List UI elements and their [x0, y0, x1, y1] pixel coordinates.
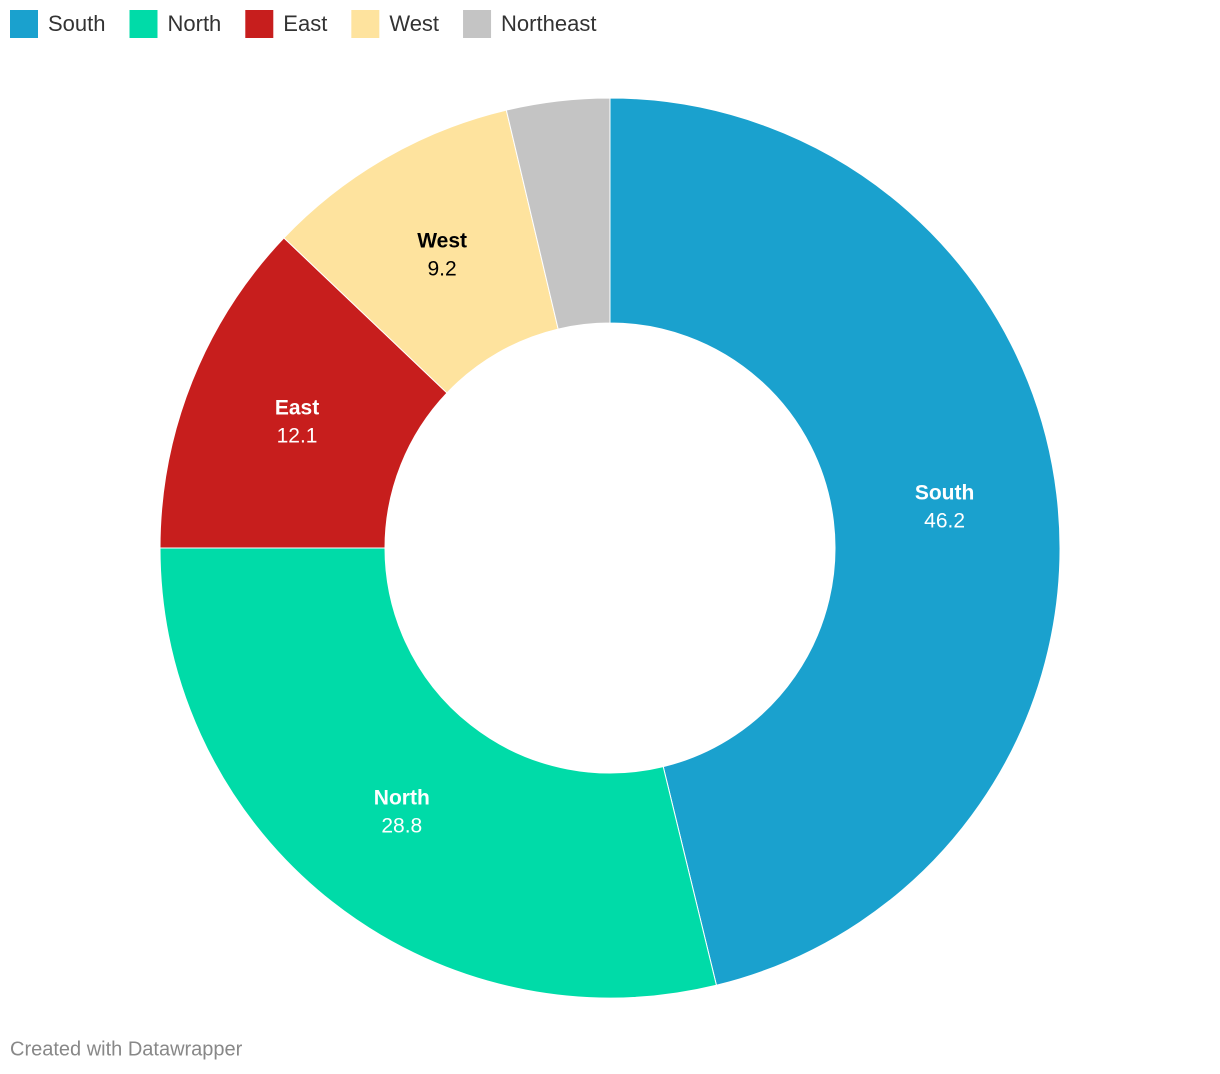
legend-swatch: [129, 10, 158, 38]
legend-label: South: [48, 11, 106, 36]
slice-name: North: [374, 787, 430, 810]
legend-label: North: [168, 11, 222, 36]
slice-name: West: [417, 229, 467, 252]
legend-swatch: [351, 10, 380, 38]
legend-label: Northeast: [501, 11, 596, 36]
slice-value: 9.2: [428, 257, 457, 280]
slice-value: 46.2: [924, 509, 965, 532]
slice: [505, 97, 611, 330]
slice-value: 12.1: [277, 425, 318, 448]
legend-swatch: [10, 10, 38, 38]
legend-label: West: [389, 11, 439, 36]
credit: Created with Datawrapper: [10, 1038, 243, 1060]
labels: South 46.2 North 28.8 East 12.1 West 9.2: [275, 229, 974, 837]
legend-label: East: [283, 11, 327, 36]
slices: [159, 97, 1061, 999]
slice: [159, 237, 448, 549]
slice-name: South: [915, 481, 974, 504]
legend-swatch: [463, 10, 492, 38]
legend: South North East West Northeast: [10, 10, 596, 38]
slice-value: 28.8: [381, 815, 422, 838]
slice: [609, 97, 1061, 986]
slice: [159, 547, 718, 999]
legend-swatch: [245, 10, 274, 38]
slice-name: East: [275, 397, 319, 420]
